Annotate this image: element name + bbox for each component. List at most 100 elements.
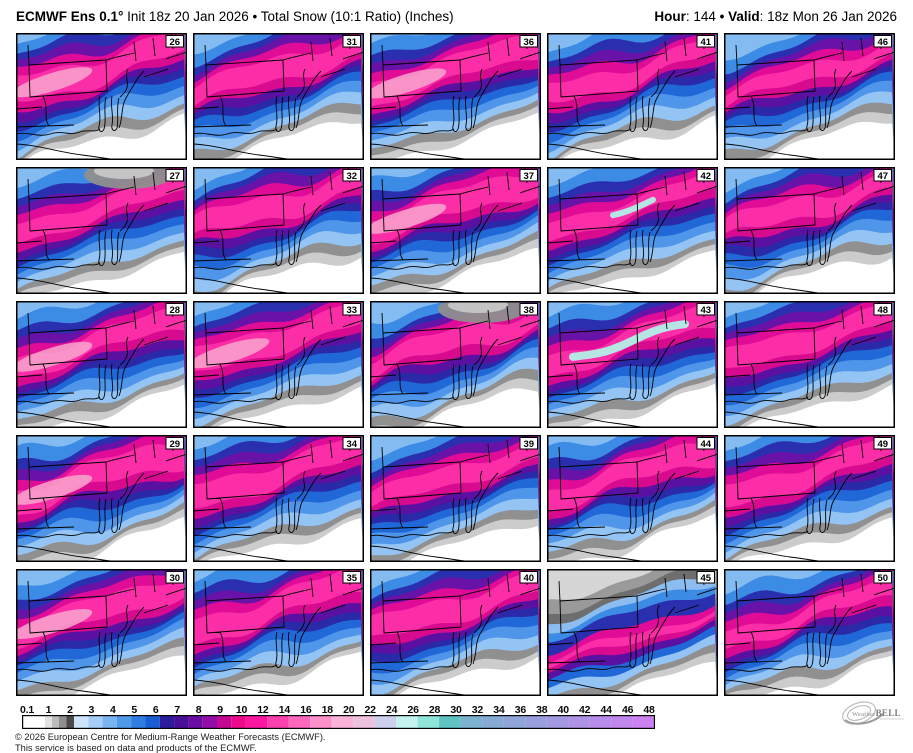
ensemble-map: 31 [193,33,364,160]
colorbar-segment [267,716,289,728]
member-number: 28 [170,305,181,316]
member-number: 35 [347,573,358,584]
colorbar-segment [231,716,245,728]
colorbar-tick-14: 14 [279,704,290,716]
ensemble-panel-member-30[interactable]: 30 [16,569,187,696]
ensemble-panel-member-36[interactable]: 36 [370,33,541,160]
colorbar-segment [525,716,547,728]
colorbar-tick-46: 46 [622,704,633,716]
colorbar-segment [67,716,75,728]
colorbar-tick-36: 36 [515,704,526,716]
member-number: 41 [701,37,712,48]
hour-label: Hour [654,9,686,24]
colorbar [22,715,913,729]
ensemble-map: 38 [370,301,541,428]
ensemble-panel-member-46[interactable]: 46 [724,33,895,160]
ensemble-panel-member-41[interactable]: 41 [547,33,718,160]
ensemble-panel-member-40[interactable]: 40 [370,569,541,696]
colorbar-tick-10: 10 [236,704,247,716]
colorbar-segment [568,716,590,728]
member-number: 31 [347,37,358,48]
colorbar-segment [246,716,268,728]
member-number: 30 [170,573,181,584]
ensemble-map: 39 [370,435,541,562]
ensemble-panel-member-32[interactable]: 32 [193,167,364,294]
ensemble-panel-member-35[interactable]: 35 [193,569,364,696]
member-number: 27 [170,171,181,182]
colorbar-segment [332,716,354,728]
colorbar-tick-44: 44 [601,704,612,716]
page-title: ECMWF Ens 0.1° Init 18z 20 Jan 2026 • To… [16,8,454,26]
member-number: 48 [878,305,889,316]
ensemble-panel-member-39[interactable]: 39 [370,435,541,562]
colorbar-tick-22: 22 [365,704,376,716]
colorbar-segment [547,716,569,728]
member-number: 34 [347,439,358,450]
model-name: ECMWF Ens 0.1° [16,9,123,24]
colorbar-tick-7: 7 [174,704,180,716]
colorbar-segment [146,716,160,728]
ensemble-panel-member-47[interactable]: 47 [724,167,895,294]
colorbar-tick-18: 18 [322,704,333,716]
member-number: 49 [878,439,889,450]
ensemble-map: 46 [724,33,895,160]
colorbar-segment [103,716,117,728]
colorbar-tick-6: 6 [153,704,159,716]
ensemble-panel-member-37[interactable]: 37 [370,167,541,294]
member-number: 32 [347,171,358,182]
title-details: Init 18z 20 Jan 2026 • Total Snow (10:1 … [123,9,453,24]
colorbar-segment [203,716,217,728]
logo-text: WeatherBELL [852,708,901,718]
ensemble-panel-member-44[interactable]: 44 [547,435,718,562]
ensemble-panel-member-43[interactable]: 43 [547,301,718,428]
ensemble-map: 45 [547,569,718,696]
ensemble-panel-member-27[interactable]: 27 [16,167,187,294]
ensemble-panel-member-50[interactable]: 50 [724,569,895,696]
ensemble-panel-member-26[interactable]: 26 [16,33,187,160]
member-number: 47 [878,171,889,182]
colorbar-segment [45,716,52,728]
ensemble-map: 30 [16,569,187,696]
ensemble-panel-member-49[interactable]: 49 [724,435,895,562]
colorbar-segment [188,716,202,728]
colorbar-segment [633,716,655,728]
colorbar-segment [439,716,461,728]
member-number: 37 [524,171,535,182]
member-number: 39 [524,439,535,450]
ensemble-map: 32 [193,167,364,294]
ensemble-panel-member-42[interactable]: 42 [547,167,718,294]
colorbar-segment [74,716,88,728]
ensemble-panel-member-45[interactable]: 45 [547,569,718,696]
colorbar-tick-42: 42 [579,704,590,716]
member-number: 29 [170,439,181,450]
ensemble-map: 42 [547,167,718,294]
header: ECMWF Ens 0.1° Init 18z 20 Jan 2026 • To… [0,0,913,26]
colorbar-tick-28: 28 [429,704,440,716]
ensemble-panel-member-38[interactable]: 38 [370,301,541,428]
separator-bullet: • [716,9,728,24]
member-number: 43 [701,305,712,316]
colorbar-segment [131,716,145,728]
ensemble-map: 34 [193,435,364,562]
member-number: 44 [701,439,712,450]
colorbar-tick-4: 4 [110,704,116,716]
ensemble-panel-member-28[interactable]: 28 [16,301,187,428]
colorbar-tick-5: 5 [131,704,137,716]
ensemble-panel-member-34[interactable]: 34 [193,435,364,562]
colorbar-tick-3: 3 [89,704,95,716]
colorbar-tick-20: 20 [343,704,354,716]
ensemble-panel-member-48[interactable]: 48 [724,301,895,428]
colorbar-segment [23,716,45,728]
colorbar-segment [418,716,440,728]
ensemble-map: 47 [724,167,895,294]
ensemble-panel-member-29[interactable]: 29 [16,435,187,562]
member-number: 26 [170,37,181,48]
ensemble-panel-member-31[interactable]: 31 [193,33,364,160]
ensemble-panel-member-33[interactable]: 33 [193,301,364,428]
valid-label: Valid [728,9,760,24]
ensemble-map: 49 [724,435,895,562]
ensemble-map: 29 [16,435,187,562]
colorbar-segment [396,716,418,728]
